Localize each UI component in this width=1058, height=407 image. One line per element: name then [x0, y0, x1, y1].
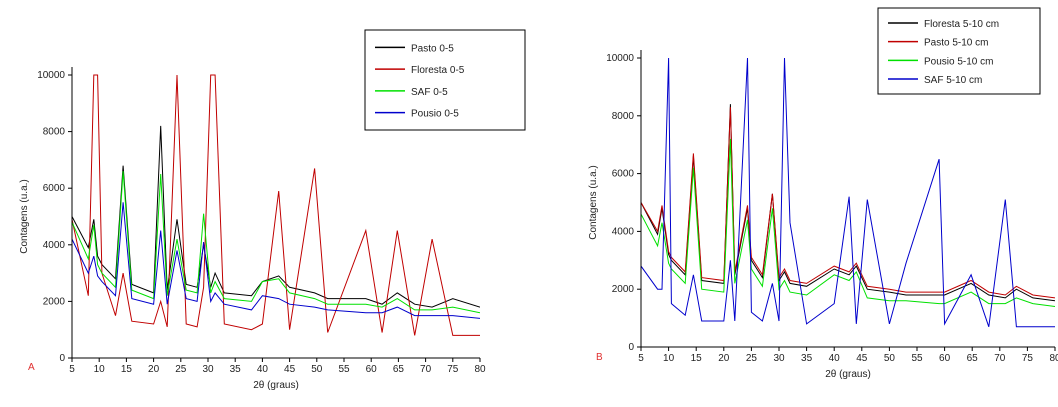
data-line — [641, 138, 1055, 307]
data-line — [72, 125, 480, 308]
x-tick-label: 70 — [994, 353, 1006, 364]
x-tick-label: 40 — [829, 353, 841, 364]
x-tick-label: 5 — [69, 364, 75, 375]
legend-label: Pousio 0-5 — [411, 109, 459, 120]
x-tick-label: 70 — [420, 364, 432, 375]
y-tick-label: 8000 — [43, 127, 66, 138]
x-tick-label: 80 — [1049, 353, 1058, 364]
data-line — [641, 107, 1055, 299]
data-line — [72, 202, 480, 319]
x-tick-label: 30 — [773, 353, 785, 364]
y-tick-label: 6000 — [612, 169, 635, 180]
x-tick-label: 35 — [801, 353, 813, 364]
data-line — [641, 57, 1055, 328]
x-tick-label: 45 — [284, 364, 296, 375]
x-tick-label: 20 — [718, 353, 730, 364]
y-tick-label: 10000 — [606, 53, 634, 64]
y-tick-label: 2000 — [43, 296, 66, 307]
y-tick-label: 2000 — [612, 284, 635, 295]
y-tick-label: 0 — [59, 353, 65, 364]
chart-panel: 5 10 15 20 25 30 35 40 45 50 55 60 65 70 75 80 0 2000 4000… — [19, 29, 526, 391]
x-tick-label: 25 — [746, 353, 758, 364]
x-axis-label: 2θ (graus) — [825, 369, 871, 380]
x-tick-label: 40 — [257, 364, 269, 375]
legend-label: SAF 0-5 — [411, 87, 448, 98]
chart-panel: 5 10 15 20 25 30 35 40 45 50 55 60 65 70 75 80 0 2000 4000… — [588, 7, 1058, 380]
x-tick-label: 50 — [884, 353, 896, 364]
legend-label: Pasto 0-5 — [411, 43, 454, 54]
y-tick-label: 6000 — [43, 183, 66, 194]
y-axis-label: Contagens (u.a.) — [588, 165, 599, 240]
x-tick-label: 10 — [663, 353, 675, 364]
y-axis-label: Contagens (u.a.) — [19, 179, 30, 254]
x-tick-label: 60 — [366, 364, 378, 375]
x-axis-label: 2θ (graus) — [253, 380, 299, 391]
y-tick-label: 4000 — [612, 226, 635, 237]
x-tick-label: 60 — [939, 353, 951, 364]
legend-label: Pasto 5-10 cm — [924, 38, 988, 49]
x-tick-label: 35 — [230, 364, 242, 375]
x-tick-label: 75 — [447, 364, 459, 375]
y-tick-label: 8000 — [612, 111, 635, 122]
x-tick-label: 55 — [911, 353, 923, 364]
x-tick-label: 65 — [967, 353, 979, 364]
panel-letter: B — [596, 352, 603, 363]
x-tick-label: 15 — [691, 353, 703, 364]
data-line — [72, 74, 480, 336]
y-tick-label: 0 — [628, 342, 634, 353]
x-tick-label: 30 — [202, 364, 214, 375]
x-tick-label: 65 — [393, 364, 405, 375]
legend-label: SAF 5-10 cm — [924, 75, 982, 86]
x-tick-label: 80 — [474, 364, 486, 375]
x-tick-label: 25 — [175, 364, 187, 375]
x-tick-label: 15 — [121, 364, 133, 375]
x-tick-label: 20 — [148, 364, 160, 375]
x-tick-label: 75 — [1022, 353, 1034, 364]
x-tick-label: 5 — [638, 353, 644, 364]
x-tick-label: 55 — [338, 364, 350, 375]
legend-label: Pousio 5-10 cm — [924, 56, 993, 67]
x-tick-label: 50 — [311, 364, 323, 375]
panel-letter: A — [28, 362, 35, 373]
legend-label: Floresta 5-10 cm — [924, 19, 999, 30]
legend-label: Floresta 0-5 — [411, 65, 465, 76]
data-line — [72, 171, 480, 314]
x-tick-label: 45 — [856, 353, 868, 364]
y-tick-label: 10000 — [37, 70, 65, 81]
y-tick-label: 4000 — [43, 240, 66, 251]
x-tick-label: 10 — [94, 364, 106, 375]
